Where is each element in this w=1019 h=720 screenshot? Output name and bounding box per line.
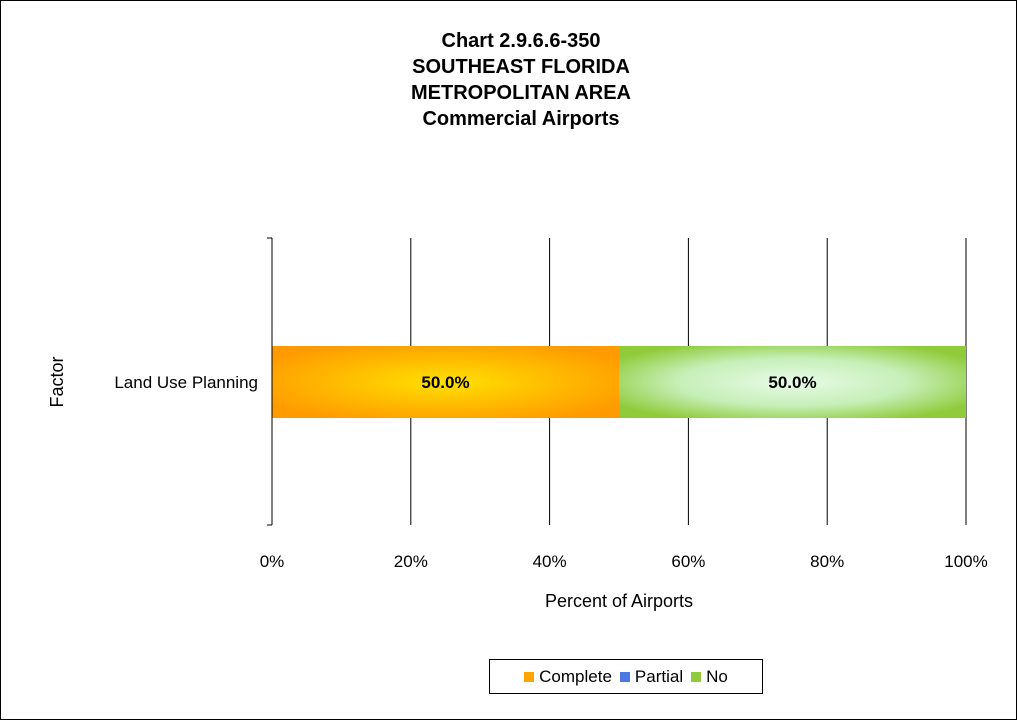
x-axis-title: Percent of Airports: [545, 591, 693, 611]
bar-chart: 0% 20% 40% 60% 80% 100% 50.0% 50.0% Land Use Pla…: [47, 237, 988, 611]
x-tick-label: 40%: [533, 552, 567, 571]
legend-item-complete: Complete: [524, 667, 612, 687]
bar-segment-no: [619, 346, 966, 418]
legend-item-partial: Partial: [619, 666, 684, 687]
legend-item-no: No: [691, 667, 728, 687]
data-label-complete: 50.0%: [421, 373, 469, 392]
legend-label-complete: Complete: [539, 666, 612, 686]
chart-title-line-1: Chart 2.9.6.6-350: [441, 30, 601, 52]
y-axis-title: Factor: [47, 356, 67, 407]
x-tick-label: 0%: [260, 552, 285, 571]
legend-label-partial: Partial: [634, 666, 684, 686]
x-tick-label: 60%: [671, 552, 705, 571]
legend-label-no: No: [706, 666, 728, 686]
legend-swatch-complete: [524, 671, 535, 682]
bar-segment-complete: [272, 346, 619, 418]
chart-title: Chart 2.9.6.6-350 SOUTHEAST FLORIDA METR…: [331, 28, 711, 132]
chart-title-line-3: METROPOLITAN AREA: [411, 82, 631, 104]
legend-swatch-partial: [619, 671, 630, 682]
x-tick-label: 80%: [810, 552, 844, 571]
chart-title-line-4: Commercial Airports: [422, 108, 620, 130]
data-label-no: 50.0%: [768, 373, 816, 392]
chart-title-line-2: SOUTHEAST FLORIDA: [412, 56, 630, 78]
legend-swatch-no: [691, 671, 702, 682]
chart-legend: Complete Partial No: [489, 659, 763, 694]
x-tick-label: 20%: [394, 552, 428, 571]
y-tick-label: Land Use Planning: [114, 373, 258, 392]
x-tick-label: 100%: [944, 552, 987, 571]
